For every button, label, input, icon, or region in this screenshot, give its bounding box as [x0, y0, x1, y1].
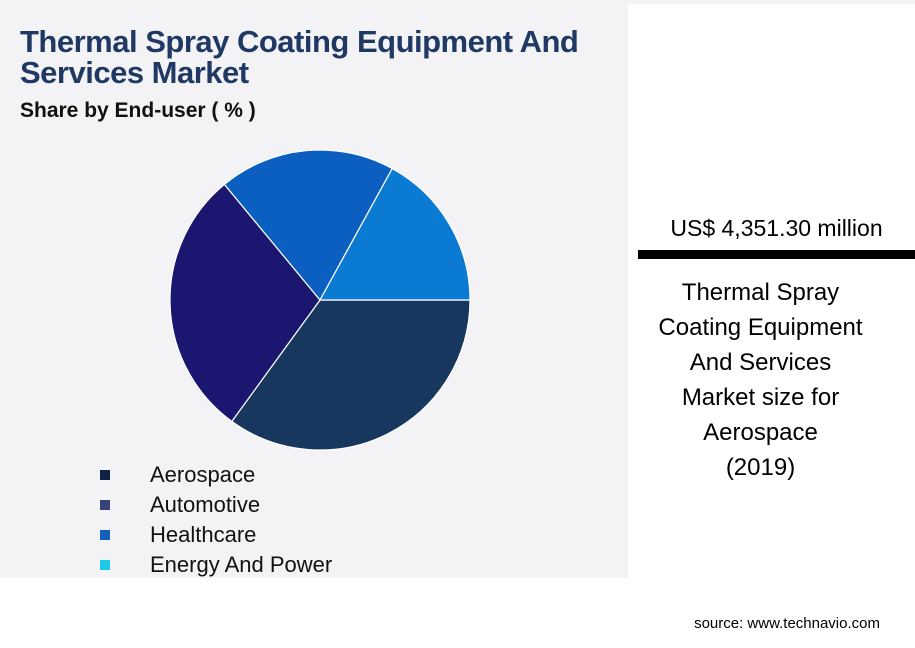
description-line: Thermal Spray — [681, 279, 840, 306]
description-line: Coating Equipment — [658, 314, 863, 341]
pie-slice — [230, 299, 471, 451]
source: source: www.technavio.com — [694, 615, 880, 632]
description-line: Aerospace — [703, 419, 818, 446]
legend-label: Aerospace — [150, 462, 255, 487]
highlight-value: US$ 4,351.30 million — [670, 215, 883, 241]
legend-label: Energy And Power — [150, 552, 332, 577]
description-line: And Services — [689, 349, 832, 376]
legend-label: Healthcare — [150, 522, 256, 547]
side-panel — [628, 4, 915, 648]
legend-marker — [100, 470, 110, 480]
highlight-description: Thermal Spray Coating Equipment And Servic… — [628, 275, 893, 485]
chart-subtitle: Share by End-user ( % ) — [20, 99, 256, 122]
background-strip — [0, 578, 628, 648]
chart-title: Thermal Spray Coating Equipment And Serv… — [20, 24, 579, 90]
legend-label: Automotive — [150, 492, 260, 517]
pie-slice — [169, 183, 321, 423]
pie-slice — [223, 149, 394, 302]
legend-marker — [100, 500, 110, 510]
pie-slice — [318, 167, 471, 301]
chart: Aerospace Automotive Healthcare Energy And … — [100, 149, 471, 577]
divider — [638, 250, 915, 259]
description-line: (2019) — [725, 454, 796, 481]
legend-marker — [100, 530, 110, 540]
description-line: Market size for — [681, 384, 840, 411]
legend-marker — [100, 560, 110, 570]
